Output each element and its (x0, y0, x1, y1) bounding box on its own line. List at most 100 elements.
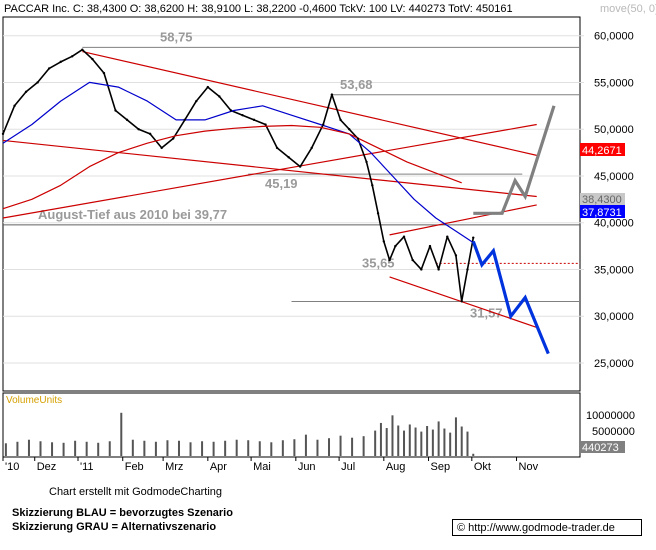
volume-title: VolumeUnits (6, 395, 62, 406)
price-point (252, 118, 256, 122)
x-tick-label: Nov (519, 461, 539, 473)
price-point (376, 212, 380, 215)
x-tick-label: Dez (37, 461, 57, 473)
volume-bar (472, 453, 475, 456)
chart-header: PACCAR Inc. C: 38,4300 O: 38,6200 H: 38,… (4, 3, 513, 15)
volume-bar (293, 439, 296, 456)
price-point (114, 109, 117, 112)
x-tick-label: Jul (341, 461, 355, 473)
price-point (339, 118, 342, 122)
last-volume-value: 440273 (582, 442, 619, 454)
volume-bar (154, 441, 157, 456)
trendline (389, 276, 537, 328)
volume-bar (224, 440, 227, 456)
volume-bar (212, 441, 215, 456)
volume-bar (351, 437, 354, 456)
volume-bar (258, 441, 261, 456)
volume-bar (385, 428, 388, 456)
volume-bar (454, 417, 457, 456)
price-point (206, 85, 210, 89)
volume-bar (177, 440, 180, 456)
price-point (437, 268, 440, 271)
y-tick-label: 60,0000 (594, 31, 634, 43)
x-tick-label: Okt (474, 461, 491, 473)
last-close-value: 38,4300 (582, 194, 622, 206)
scenario-gray-line (473, 105, 556, 215)
volume-bar (397, 425, 400, 456)
price-point (137, 128, 140, 131)
price-point (365, 160, 368, 164)
price-point (411, 258, 414, 262)
volume-bar (270, 442, 273, 456)
price-point (125, 118, 129, 122)
price-point (310, 146, 313, 150)
volume-bar (131, 439, 134, 456)
scenario-gray-text: Skizzierung GRAU = Alternativszenario (12, 521, 217, 533)
price-point (241, 113, 244, 117)
y-tick-label: 25,0000 (594, 358, 634, 370)
price-point (160, 146, 163, 150)
y-axis: 25,0000 30,0000 35,0000 40,0000 45,0000 50,00… (3, 31, 634, 370)
level-label: 45,19 (265, 176, 298, 191)
volume-bar (460, 426, 463, 456)
x-tick-label: Jun (298, 461, 316, 473)
ma200-label: 44,2671 (580, 143, 625, 157)
price-point (183, 118, 186, 122)
indicator-legend: move(50, 0) move(200, 0) (600, 3, 656, 15)
ma200-value: 44,2671 (582, 145, 622, 157)
price-point (102, 71, 106, 75)
volume-bar (449, 432, 452, 456)
price-point (466, 268, 469, 271)
y-tick-label: 45,0000 (594, 171, 634, 183)
trendline (389, 204, 537, 236)
volume-bar (328, 438, 331, 456)
volume-bar (27, 439, 30, 456)
volume-bar (166, 440, 169, 456)
price-point (91, 57, 94, 61)
price-point (287, 156, 290, 159)
y-tick-label: 55,0000 (594, 77, 634, 89)
scenario-legend: Skizzierung BLAU = bevorzugtes Szenario … (12, 506, 233, 534)
y-tick-label: 30,0000 (594, 311, 634, 323)
price-point (81, 48, 84, 51)
volume-bar (374, 430, 377, 456)
volume-bar (420, 431, 423, 456)
volume-bar (108, 441, 111, 456)
volume-bar (443, 428, 446, 456)
price-point (420, 268, 423, 271)
ma50-value: 37,8731 (582, 207, 622, 219)
horizontal-levels: 58,75 53,68 45,19 August-Tief aus 2010 bei … (3, 29, 580, 321)
x-tick-label: '10 (5, 461, 19, 473)
level-label: 35,65 (362, 255, 395, 270)
volume-bar (39, 441, 42, 456)
volume-bar (391, 415, 394, 456)
x-tick-label: Aug (386, 461, 406, 473)
price-point (330, 93, 334, 96)
price-point (36, 81, 39, 84)
volume-bar (235, 439, 238, 456)
price-point (24, 90, 28, 94)
volume-bars (4, 412, 475, 456)
ma200-line (2, 124, 462, 210)
price-point (148, 132, 152, 136)
volume-tick-top: 10000000 (586, 410, 635, 422)
volume-bar (379, 422, 382, 456)
volume-bar (414, 427, 417, 456)
trendline (2, 123, 537, 219)
x-tick-label: Mai (253, 461, 271, 473)
volume-bar (408, 424, 411, 456)
volume-panel (2, 392, 581, 458)
x-tick-label: Feb (125, 461, 144, 473)
price-point (428, 244, 432, 248)
level-label: August-Tief aus 2010 bei 39,77 (38, 207, 227, 222)
copyright-link[interactable]: © http://www.godmode-trader.de (452, 519, 642, 536)
volume-bar (304, 434, 307, 456)
level-label: 58,75 (160, 29, 193, 44)
price-point (472, 236, 475, 239)
price-point (275, 146, 279, 150)
last-close-label: 38,4300 (580, 193, 625, 206)
scenario-blue-text: Skizzierung BLAU = bevorzugtes Szenario (12, 507, 233, 519)
level-label: 31,57 (470, 306, 503, 321)
volume-bar (51, 442, 54, 456)
